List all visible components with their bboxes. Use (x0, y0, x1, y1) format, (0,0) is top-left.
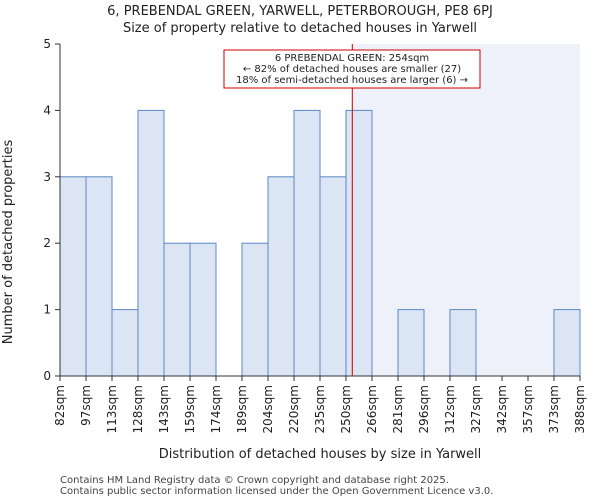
bar (319, 176, 347, 377)
bar (163, 242, 191, 377)
x-tick-label: 220sqm (287, 385, 301, 433)
x-tick-label: 82sqm (53, 385, 67, 426)
x-tick-label: 327sqm (469, 385, 483, 433)
annotation-line: 6 PREBENDAL GREEN: 254sqm (275, 53, 429, 64)
bar (293, 109, 321, 377)
bar (85, 176, 113, 377)
y-tick-label: 1 (43, 303, 51, 317)
x-tick-label: 296sqm (417, 385, 431, 433)
x-tick-label: 281sqm (391, 385, 405, 433)
plot-area: 0 1 2 3 4 5 82sqm 97sqm 113sqm 128sqm 143sqm 159sqm… (43, 37, 587, 433)
x-tick-label: 266sqm (365, 385, 379, 433)
bar (111, 309, 139, 377)
x-tick-label: 357sqm (521, 385, 535, 433)
y-tick-label: 0 (43, 369, 51, 383)
bar (59, 176, 87, 377)
x-tick-label: 143sqm (157, 385, 171, 433)
y-tick-label: 4 (43, 103, 51, 117)
x-tick-label: 373sqm (547, 385, 561, 433)
x-tick-label: 189sqm (235, 385, 249, 433)
chart-subtitle: Size of property relative to detached ho… (123, 21, 477, 36)
annotation-box (223, 49, 481, 89)
x-axis-label: Distribution of detached houses by size … (159, 447, 482, 462)
bar (241, 242, 269, 377)
y-tick-label: 3 (43, 170, 51, 184)
y-tick-label: 5 (43, 37, 51, 51)
x-tick-label: 97sqm (79, 385, 93, 426)
y-axis-label: Number of detached properties (1, 140, 16, 345)
x-tick-label: 159sqm (183, 385, 197, 433)
footer-line-1: Contains HM Land Registry data © Crown c… (60, 475, 449, 486)
x-tick-label: 235sqm (313, 385, 327, 433)
footer-line-2: Contains public sector information licen… (60, 486, 494, 497)
x-tick-label: 113sqm (105, 385, 119, 433)
x-tick-label: 342sqm (495, 385, 509, 433)
bar (137, 109, 165, 377)
bar (553, 309, 581, 377)
bar (267, 176, 295, 377)
x-tick-label: 388sqm (573, 385, 587, 433)
y-tick-label: 2 (43, 236, 51, 250)
bar (397, 309, 425, 377)
footer: Contains HM Land Registry data © Crown c… (60, 475, 493, 497)
x-tick-label: 312sqm (443, 385, 457, 433)
bar (449, 309, 477, 377)
x-tick-label: 174sqm (209, 385, 223, 433)
x-tick-label: 204sqm (261, 385, 275, 433)
bar (189, 242, 217, 377)
annotation-line: ← 82% of detached houses are smaller (27… (243, 64, 461, 75)
chart-title: 6, PREBENDAL GREEN, YARWELL, PETERBOROUG… (107, 4, 493, 19)
x-tick-label: 128sqm (131, 385, 145, 433)
x-tick-label: 250sqm (339, 385, 353, 433)
bar (345, 109, 373, 377)
annotation-line: 18% of semi-detached houses are larger (… (236, 75, 468, 86)
